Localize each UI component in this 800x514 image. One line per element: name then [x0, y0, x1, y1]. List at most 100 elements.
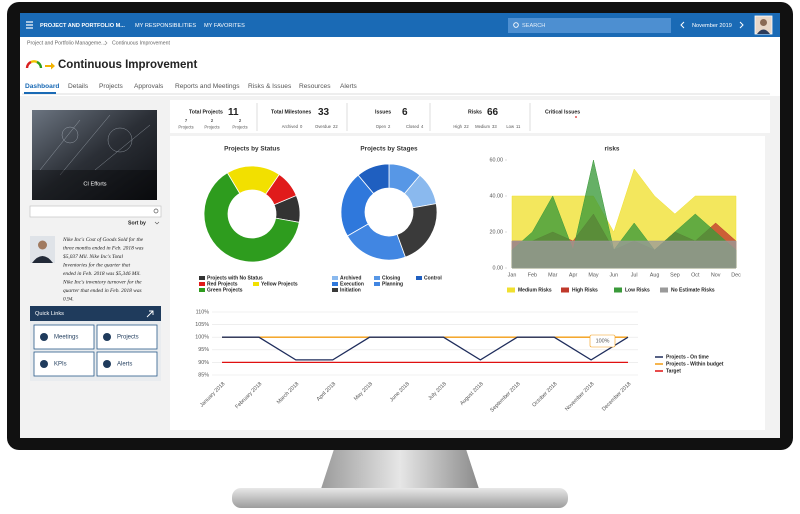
news-line: three months ended in Feb. 2018 was	[63, 246, 144, 252]
legend-swatch	[332, 276, 338, 280]
y-tick-label: 90%	[198, 360, 209, 366]
chart-title: Projects by Stages	[360, 146, 418, 153]
search-icon	[513, 22, 519, 28]
summary-part-value: 2	[239, 118, 242, 123]
legend-swatch	[561, 287, 569, 293]
donut-segment	[396, 203, 438, 258]
legend-label: Medium Risks	[518, 287, 552, 293]
legend-swatch	[253, 282, 259, 286]
tab[interactable]: Dashboard	[25, 83, 59, 90]
search-placeholder[interactable]: SEARCH	[522, 23, 545, 29]
news-line: Nike Inc's inventory turnover for the	[62, 279, 142, 286]
summary-part-value: 2	[211, 118, 214, 123]
gauge-icon-green	[36, 60, 43, 69]
legend-label: Execution	[340, 281, 364, 287]
ci-efforts-image[interactable]	[32, 110, 157, 200]
summary-part-label: Medium	[475, 124, 490, 129]
quick-links-header	[30, 306, 161, 321]
summary-part-label: Projects	[232, 125, 247, 130]
summary-part-value: 4	[421, 124, 424, 129]
legend-label: Archived	[340, 275, 361, 281]
annotation: 100%	[596, 338, 610, 344]
tab[interactable]: Alerts	[340, 83, 358, 90]
legend-swatch	[199, 288, 205, 292]
legend-swatch	[507, 287, 515, 293]
quick-link-label[interactable]: Meetings	[54, 335, 78, 341]
tab[interactable]: Risks & Issues	[248, 83, 292, 90]
quick-link-label[interactable]: Projects	[117, 335, 139, 341]
image-graphics	[39, 114, 151, 176]
x-tick-label: Sep	[670, 272, 680, 278]
monitor-base	[232, 488, 568, 508]
period[interactable]: November 2019	[692, 23, 732, 29]
tab[interactable]: Projects	[99, 83, 124, 90]
caption-band	[32, 170, 157, 200]
summary-label: Critical Issues	[545, 109, 580, 115]
y-tick-label: 85%	[198, 372, 209, 378]
breadcrumb-item[interactable]: Project and Portfolio Manageme...	[27, 40, 105, 46]
legend-label: Initiation	[340, 287, 361, 293]
news-avatar-body	[32, 256, 53, 263]
quick-links-title: Quick Links	[35, 311, 64, 317]
summary-label: Total Milestones	[271, 109, 311, 115]
x-tick-label: Jun	[609, 272, 618, 278]
tab[interactable]: Reports and Meetings	[175, 83, 240, 90]
x-tick-label: Feb	[528, 272, 537, 278]
news-text: Nike Inc's Cost of Goods Sold for the thr…	[62, 236, 144, 303]
legend-label: Projects - Within budget	[666, 361, 724, 367]
legend-swatch	[332, 282, 338, 286]
summary-part-value: 0	[300, 124, 303, 129]
summary-part-value: 2	[388, 124, 391, 129]
y-tick-label: 95%	[198, 347, 209, 353]
sort-caret[interactable]	[154, 221, 160, 225]
y-tick-label: 110%	[196, 309, 210, 315]
summary-part-value: 11	[516, 124, 521, 129]
quick-link-icon	[40, 360, 48, 368]
legend-label: Low Risks	[625, 287, 650, 293]
summary-strip	[170, 100, 770, 133]
quick-link-icon	[103, 333, 111, 341]
kpi-line	[222, 336, 629, 361]
legend-label: Control	[424, 275, 442, 281]
legend-swatch	[374, 276, 380, 280]
summary-part-label: Projects	[178, 125, 193, 130]
donut-segment	[203, 172, 300, 263]
next-period[interactable]	[739, 21, 744, 29]
tab[interactable]: Resources	[299, 83, 331, 90]
y-tick-label: 40.00	[490, 193, 504, 199]
quick-link-label[interactable]: Alerts	[117, 362, 132, 368]
tab[interactable]: Details	[68, 83, 89, 90]
summary-value: 11	[228, 107, 239, 118]
avatar-head	[760, 19, 767, 26]
news-line: Inventories for the quarter that	[62, 262, 131, 269]
y-tick-label: 100%	[195, 335, 209, 341]
summary-part-value: 7	[185, 118, 188, 123]
tab[interactable]: Approvals	[134, 83, 164, 90]
top-menu-item[interactable]: MY FAVORITES	[204, 23, 245, 29]
prev-period[interactable]	[680, 21, 685, 29]
quick-link-label[interactable]: KPIs	[54, 362, 67, 368]
monitor-neck	[320, 446, 480, 492]
search-box[interactable]	[508, 18, 671, 33]
legend-label: Projects - On time	[666, 354, 709, 360]
sort-label[interactable]: Sort by	[128, 220, 146, 226]
y-tick-label: 60.00	[490, 157, 504, 163]
top-menu-item[interactable]: MY RESPONSIBILITIES	[135, 23, 196, 29]
legend-label: High Risks	[572, 287, 598, 293]
quick-link-icon	[103, 360, 111, 368]
news-line: 0.94.	[63, 297, 74, 303]
chart-title: Projects by Status	[224, 146, 280, 153]
image-caption[interactable]: CI Efforts	[83, 181, 106, 187]
legend-label: Projects with No Status	[207, 275, 263, 281]
summary-part-label: Low	[506, 124, 515, 129]
app-name[interactable]: PROJECT AND PORTFOLIO M...	[40, 23, 125, 29]
title-menu[interactable]	[187, 62, 189, 69]
summary-part-label: Overdue	[315, 124, 332, 129]
legend-swatch	[199, 276, 205, 280]
y-tick-label: 20.00	[490, 229, 504, 235]
summary-value: 6	[402, 107, 408, 118]
breadcrumb-item[interactable]: Continuous Improvement	[112, 40, 171, 46]
menu-icon[interactable]	[26, 21, 33, 29]
sidebar-search[interactable]	[29, 205, 162, 218]
legend-label: Red Projects	[207, 281, 238, 287]
